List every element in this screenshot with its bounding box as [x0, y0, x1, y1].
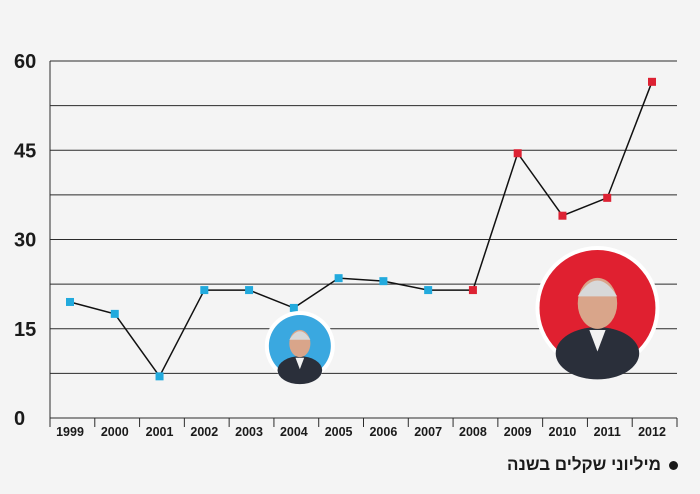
- x-tick-label: 2011: [594, 425, 621, 439]
- data-point: [603, 193, 612, 202]
- x-tick-label: 2003: [235, 425, 263, 439]
- x-tick-label: 2006: [369, 425, 397, 439]
- data-point: [648, 77, 656, 86]
- y-tick-label: 30: [14, 230, 36, 252]
- data-point: [245, 286, 254, 295]
- x-tick-label: 2004: [280, 425, 308, 439]
- x-tick-label: 2010: [549, 425, 577, 439]
- x-tick-label: 2000: [101, 425, 129, 439]
- y-tick-label: 0: [14, 408, 25, 430]
- x-tick-label: 2009: [504, 425, 532, 439]
- data-point: [200, 286, 209, 295]
- portrait-hair: [289, 331, 311, 340]
- portrait-suit: [555, 327, 640, 380]
- portrait-suit: [277, 356, 323, 385]
- y-tick-label: 60: [14, 51, 36, 73]
- y-tick-label: 45: [14, 140, 36, 162]
- x-tick-label: 2008: [459, 425, 487, 439]
- x-tick-label: 2002: [190, 425, 218, 439]
- data-point: [110, 309, 119, 318]
- data-point: [66, 297, 74, 306]
- portrait-katsav: [264, 311, 335, 385]
- legend-label: מיליוני שקלים בשנה: [507, 455, 661, 474]
- data-point: [334, 274, 343, 283]
- series-line: [69, 81, 653, 378]
- data-point: [379, 277, 388, 286]
- data-point: [289, 303, 298, 312]
- data-point: [513, 149, 522, 158]
- x-tick-label: 2012: [638, 425, 666, 439]
- data-point: [155, 372, 164, 381]
- y-tick-label: 15: [14, 319, 36, 341]
- legend-bullet-icon: [669, 460, 678, 470]
- legend: מיליוני שקלים בשנה: [507, 455, 678, 475]
- data-point: [558, 211, 567, 220]
- portrait-shirt: [589, 330, 606, 352]
- x-tick-label: 1999: [56, 425, 84, 439]
- x-tick-label: 2001: [146, 425, 174, 439]
- portrait-shirt: [295, 357, 305, 370]
- portrait-peres: [535, 246, 660, 380]
- x-tick-label: 2005: [325, 425, 353, 439]
- data-point: [468, 286, 477, 295]
- x-tick-label: 2007: [414, 425, 442, 439]
- portrait-hair: [577, 280, 618, 297]
- data-point: [424, 286, 433, 295]
